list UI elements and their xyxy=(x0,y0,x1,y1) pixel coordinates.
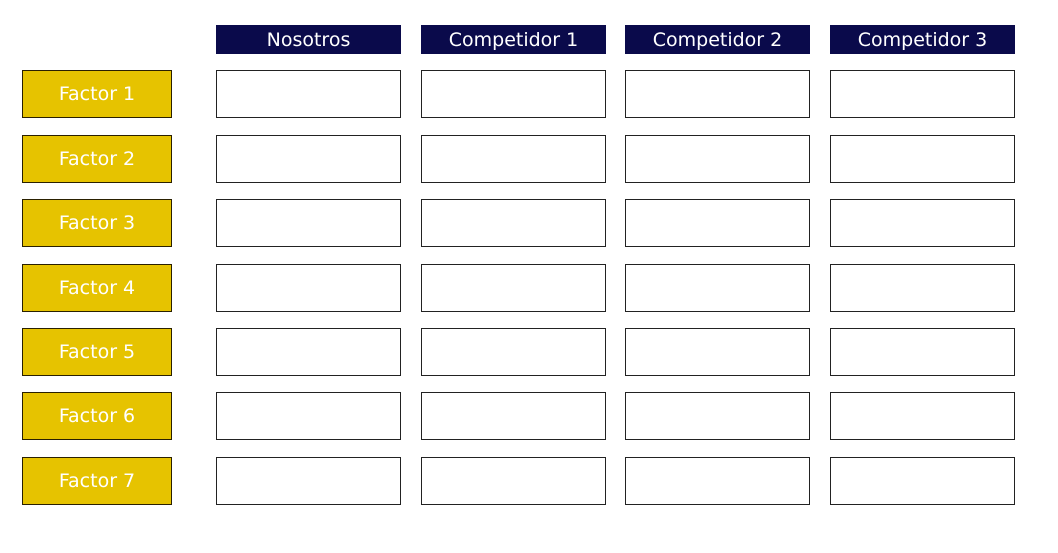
grid-cell[interactable] xyxy=(216,70,401,118)
grid-cell[interactable] xyxy=(625,70,810,118)
grid-cell[interactable] xyxy=(421,457,606,505)
grid-cell[interactable] xyxy=(216,328,401,376)
grid-cell[interactable] xyxy=(625,328,810,376)
factor-label: Factor 4 xyxy=(22,264,172,312)
grid-cell[interactable] xyxy=(216,457,401,505)
grid-cell[interactable] xyxy=(625,457,810,505)
grid-cell[interactable] xyxy=(830,328,1015,376)
factor-label: Factor 5 xyxy=(22,328,172,376)
factor-label: Factor 1 xyxy=(22,70,172,118)
grid-cell[interactable] xyxy=(625,199,810,247)
factor-label: Factor 2 xyxy=(22,135,172,183)
column-header: Competidor 3 xyxy=(830,25,1015,54)
grid-cell[interactable] xyxy=(830,457,1015,505)
grid-cell[interactable] xyxy=(216,199,401,247)
grid-cell[interactable] xyxy=(625,135,810,183)
grid-cell[interactable] xyxy=(830,199,1015,247)
grid-cell[interactable] xyxy=(421,392,606,440)
grid-cell[interactable] xyxy=(421,135,606,183)
grid-cell[interactable] xyxy=(625,264,810,312)
column-header: Competidor 1 xyxy=(421,25,606,54)
grid-cell[interactable] xyxy=(216,264,401,312)
factor-label: Factor 7 xyxy=(22,457,172,505)
grid-cell[interactable] xyxy=(421,70,606,118)
factor-label: Factor 6 xyxy=(22,392,172,440)
grid-cell[interactable] xyxy=(625,392,810,440)
factor-label: Factor 3 xyxy=(22,199,172,247)
column-header: Nosotros xyxy=(216,25,401,54)
grid-cell[interactable] xyxy=(216,135,401,183)
grid-cell[interactable] xyxy=(421,264,606,312)
grid-cell[interactable] xyxy=(830,135,1015,183)
grid-cell[interactable] xyxy=(421,328,606,376)
grid-cell[interactable] xyxy=(830,264,1015,312)
grid-cell[interactable] xyxy=(216,392,401,440)
column-header: Competidor 2 xyxy=(625,25,810,54)
grid-cell[interactable] xyxy=(421,199,606,247)
grid-cell[interactable] xyxy=(830,392,1015,440)
grid-cell[interactable] xyxy=(830,70,1015,118)
